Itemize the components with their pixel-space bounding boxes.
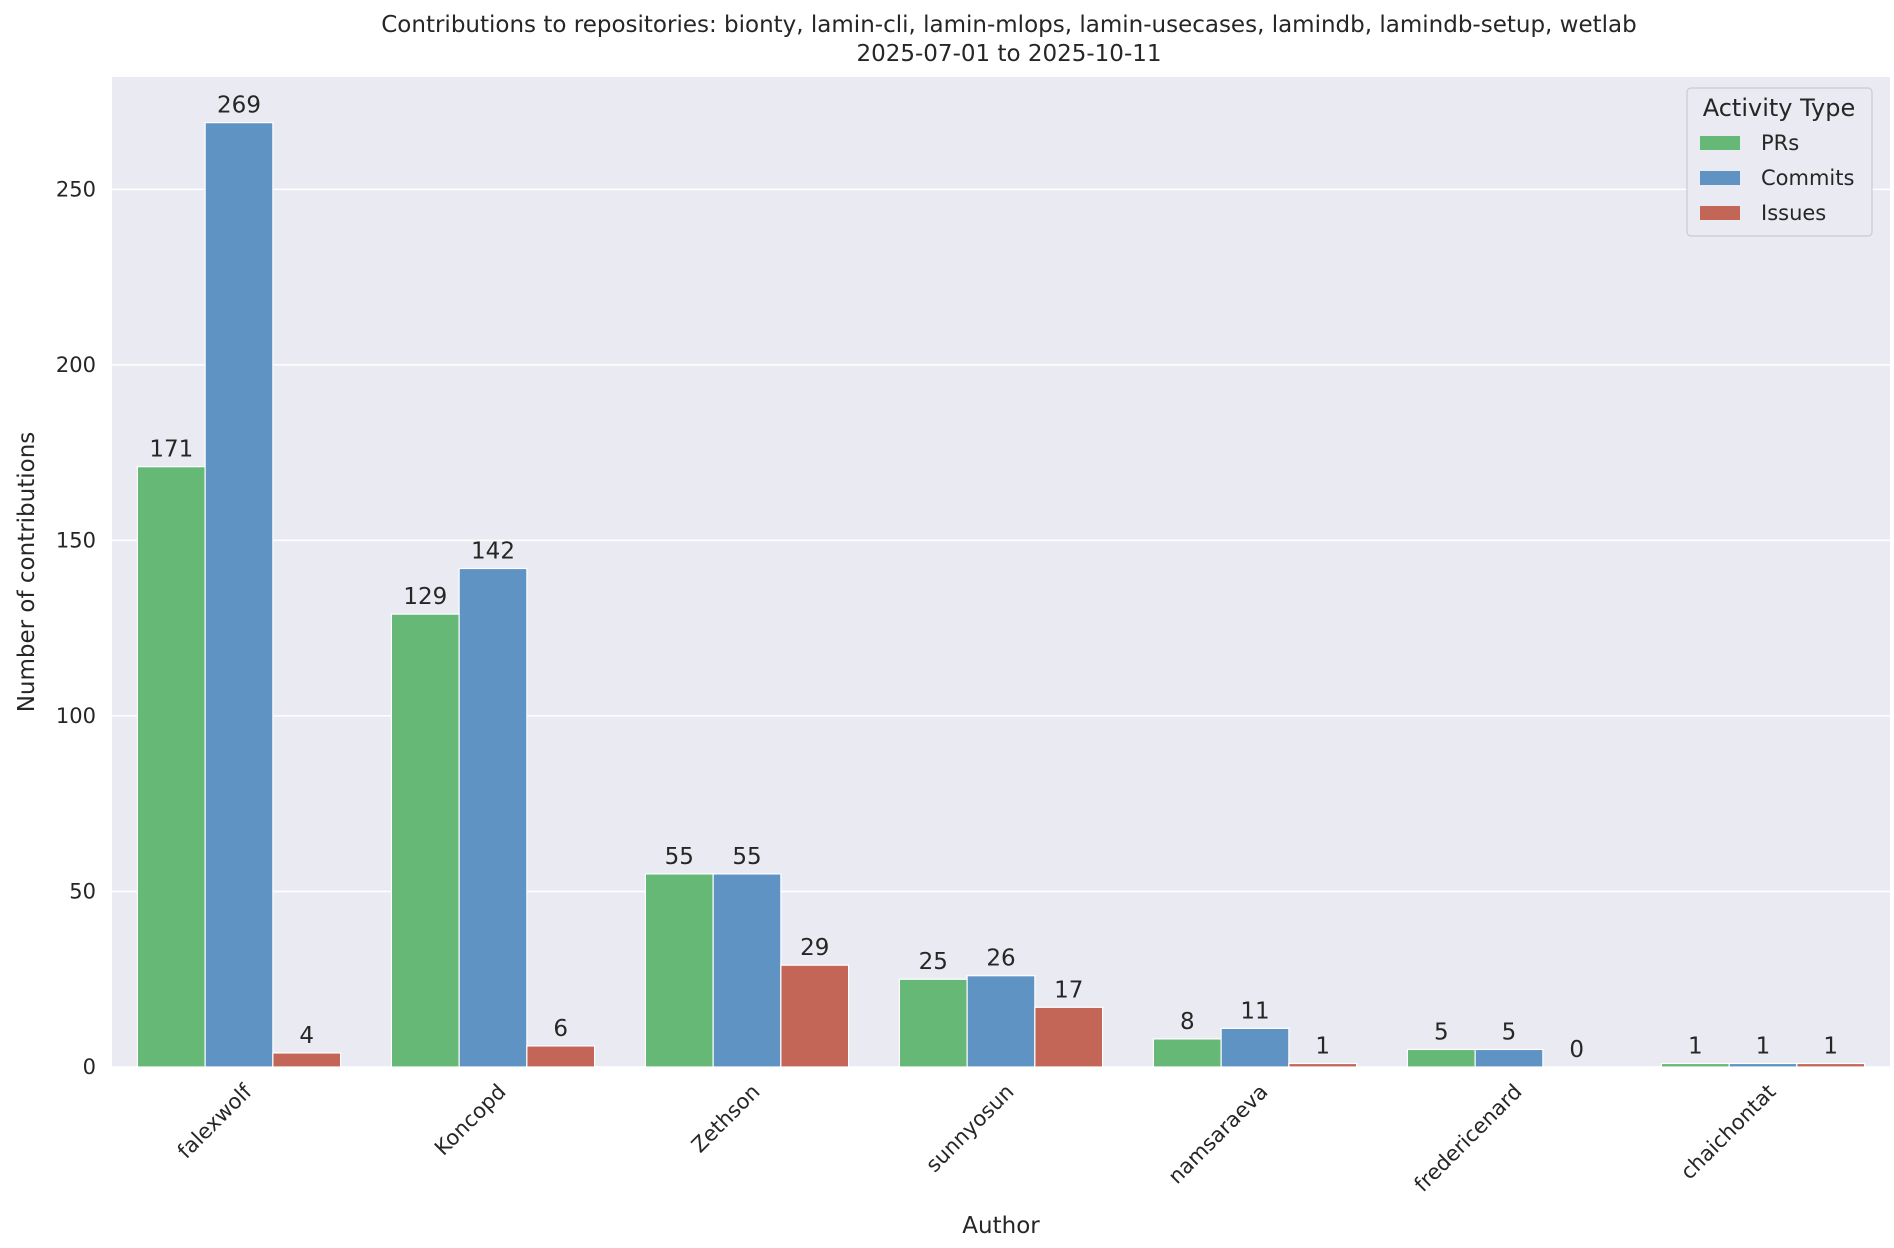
- bar-commits-chaichontat: [1728, 1062, 1798, 1068]
- bar-commits-fredericenard: [1474, 1048, 1544, 1068]
- legend-title: Activity Type: [1703, 94, 1856, 122]
- data-label: 55: [665, 844, 694, 870]
- data-label: 1: [1756, 1033, 1771, 1059]
- x-tick-label: namsaraeva: [1164, 1080, 1273, 1189]
- data-label: 26: [986, 946, 1015, 972]
- x-tick-label: fredericenard: [1410, 1080, 1527, 1197]
- legend-swatch-issues: [1700, 206, 1740, 220]
- bar-issues-koncopd: [526, 1045, 596, 1068]
- bar-prs-sunnyosun: [898, 978, 968, 1068]
- bar-issues-falexwolf: [272, 1052, 342, 1068]
- y-tick-label: 150: [56, 528, 96, 552]
- x-tick-label: Koncopd: [430, 1080, 511, 1161]
- bar-prs-namsaraeva: [1152, 1038, 1222, 1068]
- data-label: 1: [1688, 1033, 1703, 1059]
- bar-commits-koncopd: [458, 567, 528, 1068]
- data-label: 4: [299, 1023, 314, 1049]
- bar-issues-chaichontat: [1796, 1062, 1866, 1068]
- y-tick-label: 50: [69, 879, 96, 903]
- bar-prs-falexwolf: [136, 466, 206, 1068]
- bar-prs-fredericenard: [1406, 1048, 1476, 1068]
- x-tick-label: chaichontat: [1676, 1080, 1781, 1185]
- data-label: 11: [1240, 998, 1269, 1024]
- data-label: 5: [1434, 1019, 1449, 1045]
- x-axis-label: Author: [962, 1213, 1040, 1239]
- data-label: 17: [1054, 977, 1083, 1003]
- legend-box: [1686, 87, 1873, 237]
- y-tick-label: 100: [56, 704, 96, 728]
- bar-issues-sunnyosun: [1034, 1006, 1104, 1068]
- y-axis-label: Number of contributions: [14, 432, 40, 713]
- legend-swatch-commits: [1700, 171, 1740, 185]
- bar-commits-falexwolf: [204, 122, 274, 1068]
- y-tick-label: 200: [56, 353, 96, 377]
- bar-issues-zethson: [780, 964, 850, 1068]
- data-label: 6: [553, 1016, 568, 1042]
- bar-prs-chaichontat: [1660, 1062, 1730, 1068]
- y-tick-labels: 0 50 100 150 200 250: [56, 177, 96, 1079]
- data-label: 1: [1315, 1033, 1330, 1059]
- x-tick-label: sunnyosun: [921, 1080, 1018, 1177]
- legend-label-commits: Commits: [1761, 166, 1854, 190]
- legend-label-issues: Issues: [1761, 201, 1826, 225]
- data-label: 171: [149, 437, 193, 463]
- chart-subtitle: 2025-07-01 to 2025-10-11: [856, 41, 1161, 67]
- bar-issues-namsaraeva: [1288, 1062, 1358, 1068]
- data-label: 269: [217, 93, 261, 119]
- plot-area: [112, 77, 1890, 1067]
- data-label: 1: [1823, 1033, 1838, 1059]
- legend-label-prs: PRs: [1761, 131, 1799, 155]
- legend-swatch-prs: [1700, 136, 1740, 150]
- x-tick-label: falexwolf: [173, 1079, 257, 1163]
- x-tick-label: Zethson: [687, 1080, 765, 1158]
- bar-prs-koncopd: [390, 613, 460, 1068]
- chart-title: Contributions to repositories: bionty, l…: [381, 12, 1637, 38]
- data-label: 29: [800, 935, 829, 961]
- data-label: 8: [1180, 1009, 1195, 1035]
- y-tick-label: 250: [56, 177, 96, 201]
- data-label: 142: [471, 538, 515, 564]
- data-label: 5: [1502, 1019, 1517, 1045]
- bars: [136, 122, 1866, 1068]
- bar-commits-namsaraeva: [1220, 1027, 1290, 1068]
- data-label: 55: [732, 844, 761, 870]
- bar-commits-sunnyosun: [966, 975, 1036, 1068]
- x-tick-labels: falexwolf Koncopd Zethson sunnyosun namsarae…: [173, 1079, 1781, 1196]
- data-label: 0: [1569, 1037, 1584, 1063]
- bar-prs-zethson: [644, 873, 714, 1068]
- data-label: 25: [919, 949, 948, 975]
- legend: Activity Type PRs Commits Issues: [1686, 87, 1873, 237]
- data-label: 129: [403, 584, 447, 610]
- bar-commits-zethson: [712, 873, 782, 1068]
- y-tick-label: 0: [83, 1055, 96, 1079]
